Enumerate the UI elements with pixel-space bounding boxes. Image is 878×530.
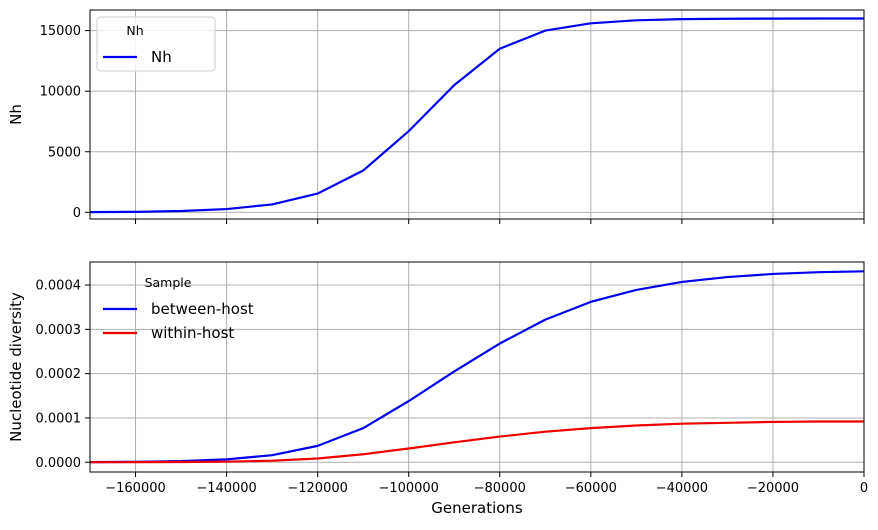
- x-tick-label: −160000: [105, 481, 166, 496]
- y-tick-label: 0.0002: [36, 367, 82, 382]
- x-tick-label: −140000: [196, 481, 257, 496]
- legend: Sample between-host within-host: [103, 275, 254, 342]
- y-axis-label: Nh: [7, 104, 25, 125]
- y-tick-label: 0.0003: [36, 323, 82, 338]
- y-tick-label: 0.0001: [36, 411, 82, 426]
- legend: Nh Nh: [96, 16, 216, 72]
- legend-title: Sample: [145, 275, 192, 290]
- x-tick-label: −100000: [378, 481, 439, 496]
- panel-1: 0 5000 10000 15000 Nh Nh Nh: [7, 9, 865, 224]
- legend-title: Nh: [126, 23, 143, 38]
- x-tick-label: 0: [860, 481, 868, 496]
- axes-frame: [89, 261, 865, 473]
- series-line-between-host: [89, 270, 865, 464]
- y-tick-label: 5000: [48, 145, 81, 160]
- series-line-nh: [89, 17, 864, 214]
- x-tick-label: −60000: [565, 481, 617, 496]
- x-axis-label: Generations: [431, 499, 523, 517]
- y-tick-label: 0.0004: [36, 279, 82, 294]
- legend-entry-label: Nh: [151, 48, 172, 66]
- y-axis-label: Nucleotide diversity: [7, 292, 25, 442]
- y-tick-label: 15000: [40, 24, 81, 39]
- legend-entry-label: within-host: [151, 324, 234, 342]
- y-tick-label: 10000: [40, 85, 81, 100]
- x-tick-label: −40000: [656, 481, 708, 496]
- y-tick-label: 0: [73, 206, 81, 221]
- series-line-within-host: [89, 420, 864, 464]
- legend-entry-label: between-host: [151, 300, 254, 318]
- x-tick-label: −80000: [474, 481, 526, 496]
- panel-2: −160000 −140000 −120000 −100000 −80000 −60000…: [7, 261, 868, 517]
- x-tick-label: −20000: [747, 481, 799, 496]
- y-tick-label: 0.0000: [36, 456, 82, 471]
- axes-frame: [89, 9, 865, 220]
- x-tick-label: −120000: [287, 481, 348, 496]
